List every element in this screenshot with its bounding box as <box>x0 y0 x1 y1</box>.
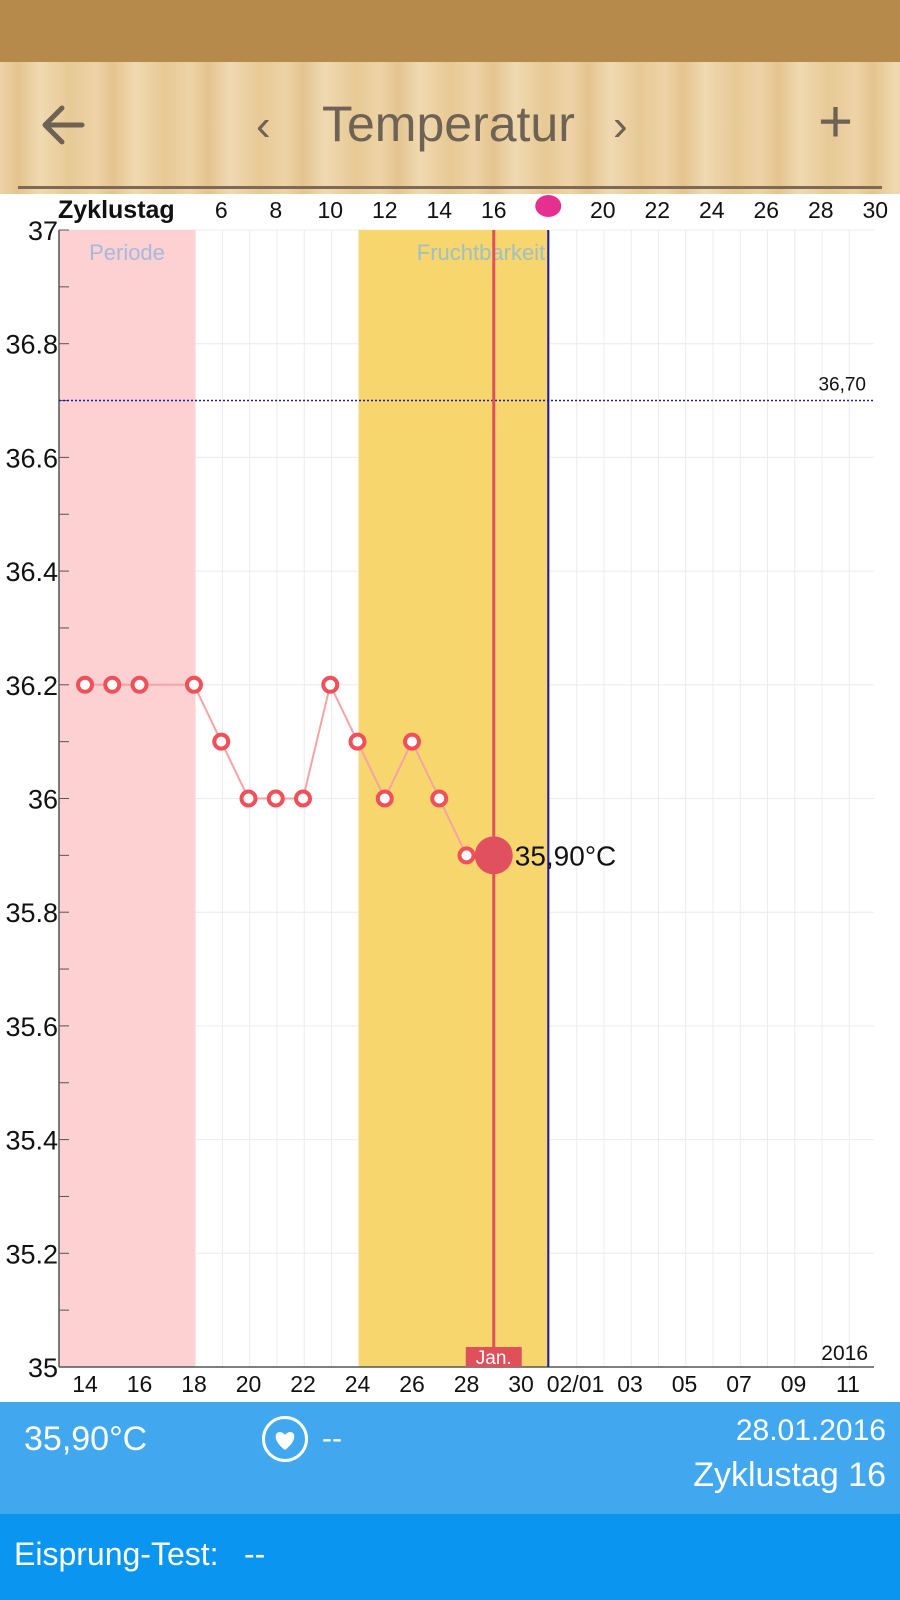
top-tick-label: 6 <box>215 197 228 223</box>
temperature-point <box>185 675 203 694</box>
y-tick-label: 36.2 <box>5 671 58 701</box>
month-label: Jan. <box>476 1348 512 1369</box>
temperature-point <box>130 675 149 694</box>
x-tick-label: 24 <box>345 1371 371 1397</box>
temperature-point <box>239 789 258 808</box>
x-tick-label: 03 <box>617 1371 643 1397</box>
ovulation-test-label: Eisprung-Test: <box>14 1536 219 1572</box>
arrow-left-icon[interactable] <box>38 100 88 150</box>
top-tick-label: 24 <box>699 197 725 223</box>
add-entry-button[interactable]: + <box>818 88 854 155</box>
ovulation-marker-icon <box>535 195 562 217</box>
y-tick-label: 35.2 <box>5 1239 58 1269</box>
x-tick-label: 14 <box>72 1371 98 1397</box>
ovulation-test-value: -- <box>244 1536 266 1572</box>
temperature-point <box>403 732 421 751</box>
fertility-label: Fruchtbarkeit <box>417 240 545 265</box>
x-tick-label: 05 <box>672 1371 698 1397</box>
current-value-label: 35,90°C <box>515 840 617 871</box>
status-bar <box>0 0 900 62</box>
temperature-point <box>103 675 122 694</box>
y-tick-label: 36 <box>28 785 58 815</box>
toolbar <box>0 62 900 194</box>
top-tick-label: 22 <box>644 197 670 223</box>
x-tick-label: 18 <box>181 1371 207 1397</box>
y-tick-label: 36.8 <box>5 330 58 360</box>
x-tick-label: 09 <box>781 1371 807 1397</box>
current-temperature: 35,90°C <box>24 1420 148 1458</box>
y-tick-label: 35.8 <box>5 898 58 928</box>
temperature-point <box>266 789 285 808</box>
x-tick-label: 28 <box>454 1371 480 1397</box>
x-tick-label: 02/01 <box>547 1371 605 1397</box>
top-tick-label: 12 <box>372 197 398 223</box>
y-tick-label: 35 <box>28 1353 58 1383</box>
temperature-point <box>212 732 231 751</box>
y-tick-label: 35.4 <box>5 1126 58 1156</box>
coverline-label: 36,70 <box>818 375 866 396</box>
x-tick-label: 20 <box>236 1371 262 1397</box>
top-tick-label: 28 <box>808 197 834 223</box>
current-temperature-point <box>474 836 513 875</box>
top-tick-label: 10 <box>317 197 343 223</box>
top-tick-label: 20 <box>590 197 616 223</box>
heart-value: -- <box>322 1422 342 1455</box>
ovulation-test-bar[interactable]: Eisprung-Test: -- <box>0 1514 900 1600</box>
temperature-point <box>348 732 367 751</box>
top-tick-label: 26 <box>753 197 779 223</box>
x-tick-label: 26 <box>399 1371 425 1397</box>
y-tick-label: 36.6 <box>5 443 58 473</box>
temperature-point <box>321 675 340 694</box>
previous-chart-button[interactable]: ‹ <box>256 101 271 150</box>
heart-icon[interactable] <box>262 1416 308 1462</box>
page-title: Temperatur <box>322 96 575 152</box>
cycle-day-label: Zyklustag 16 <box>693 1456 886 1494</box>
temperature-point <box>430 789 449 808</box>
x-tick-label: 16 <box>127 1371 153 1397</box>
top-tick-label: 8 <box>269 197 282 223</box>
top-axis-label: Zyklustag <box>58 196 175 224</box>
temperature-point <box>375 789 394 808</box>
toolbar-divider <box>18 186 882 189</box>
period-band <box>59 230 196 1367</box>
temperature-point <box>457 846 476 865</box>
period-label: Periode <box>89 240 165 265</box>
x-tick-label: 30 <box>508 1371 534 1397</box>
next-chart-button[interactable]: › <box>613 101 628 150</box>
temperature-chart[interactable]: Periode Fruchtbarkeit 37 36.8 36.6 36.4 36.2 36… <box>0 194 900 1402</box>
temperature-point <box>294 789 312 808</box>
y-tick-label: 36.4 <box>5 557 58 587</box>
date-label: 28.01.2016 <box>735 1414 886 1447</box>
month-badge <box>465 1347 522 1367</box>
top-tick-label: 14 <box>426 197 452 223</box>
y-tick-label: 37 <box>28 216 58 246</box>
x-tick-label: 07 <box>726 1371 752 1397</box>
year-label: 2016 <box>821 1342 868 1365</box>
x-tick-label: 22 <box>290 1371 316 1397</box>
temperature-point <box>76 675 94 694</box>
y-tick-label: 35.6 <box>5 1012 58 1042</box>
info-bar: 35,90°C -- 28.01.2016 Zyklustag 16 <box>0 1402 900 1514</box>
top-tick-label: 16 <box>481 197 507 223</box>
x-tick-label: 11 <box>836 1371 860 1397</box>
top-tick-label: 30 <box>862 197 888 223</box>
